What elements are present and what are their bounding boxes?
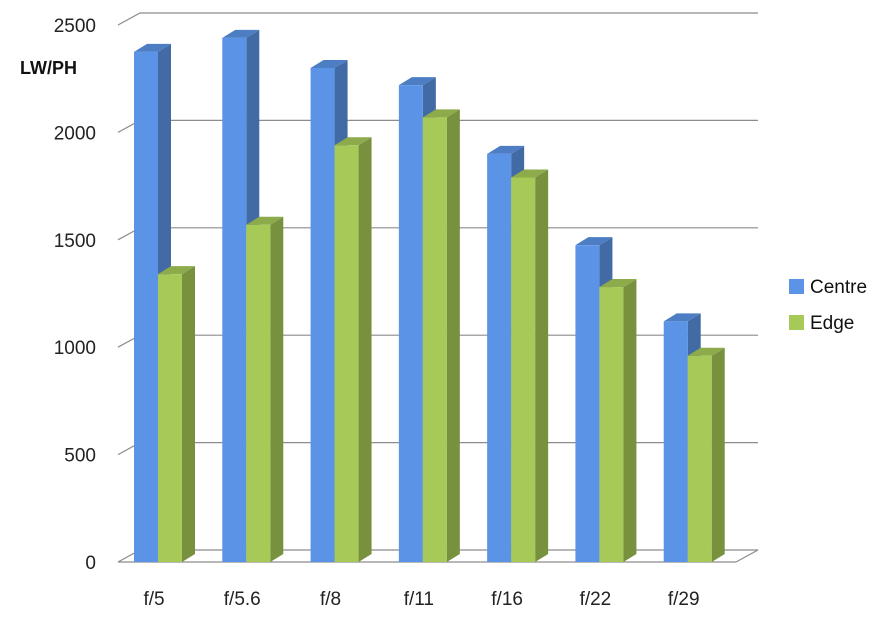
- bar-edge-f29: [687, 347, 725, 562]
- y-tick-labels: 0 500 1000 1500 2000 2500: [54, 16, 96, 574]
- legend-label: Edge: [810, 313, 854, 334]
- bar-edge-f56: [246, 216, 284, 562]
- y-tick-label: 2000: [54, 123, 96, 144]
- legend: Centre Edge: [789, 277, 867, 334]
- gridline: [117, 12, 758, 26]
- bar-edge-f16: [511, 169, 549, 562]
- y-axis-label: LW/PH: [20, 58, 77, 78]
- bar-edge-f5: [158, 266, 195, 562]
- bar-edge-f8: [334, 137, 372, 562]
- bar-edge-f11: [422, 109, 460, 562]
- legend-swatch: [789, 315, 804, 330]
- x-tick-label: f/5.6: [224, 589, 261, 610]
- bars: [134, 29, 725, 563]
- y-tick-label: 2500: [54, 16, 96, 37]
- bar-centre-f5: [134, 43, 171, 563]
- x-tick-label: f/11: [404, 589, 434, 610]
- bar-edge-f22: [599, 279, 637, 562]
- y-tick-label: 500: [64, 446, 96, 467]
- x-tick-label: f/22: [580, 589, 612, 610]
- x-tick-label: f/8: [320, 589, 341, 610]
- x-tick-label: f/16: [491, 589, 523, 610]
- legend-swatch: [789, 279, 804, 294]
- legend-label: Centre: [810, 277, 867, 298]
- y-tick-label: 1500: [54, 231, 96, 252]
- x-tick-labels: f/5 f/5.6 f/8 f/11 f/16 f/22 f/29: [143, 589, 699, 610]
- y-tick-label: 0: [85, 553, 96, 574]
- x-tick-label: f/5: [143, 589, 164, 610]
- y-tick-label: 1000: [54, 338, 96, 359]
- x-tick-label: f/29: [668, 589, 700, 610]
- floor-edge: [735, 549, 759, 563]
